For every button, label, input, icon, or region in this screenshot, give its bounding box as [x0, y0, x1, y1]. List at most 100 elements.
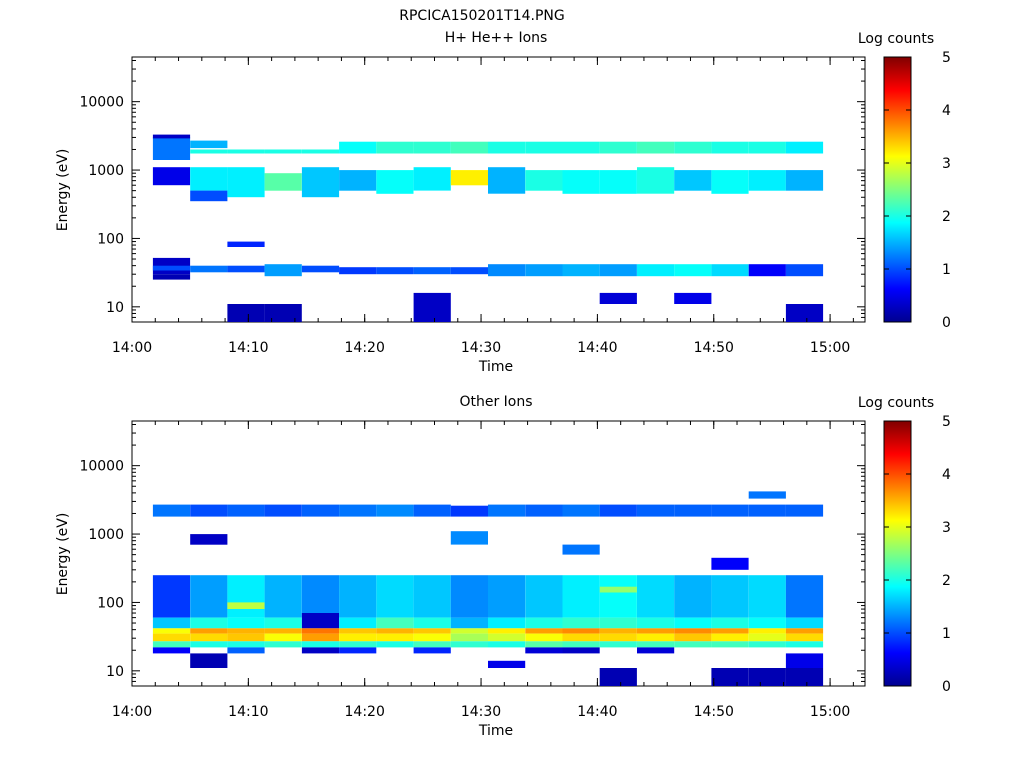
heatmap-cell: [748, 617, 786, 629]
heatmap-cell: [785, 264, 824, 277]
heatmap-cell: [190, 617, 228, 629]
heatmap-cell: [339, 628, 377, 634]
heatmap-cell: [525, 617, 563, 629]
heatmap-cell: [339, 647, 377, 654]
heatmap-cell: [450, 170, 488, 186]
heatmap-cell: [450, 575, 488, 618]
heatmap-cell: [190, 149, 228, 154]
heatmap-cell: [674, 141, 712, 154]
heatmap-cell: [413, 141, 451, 154]
colorbar-tick-label: 2: [942, 573, 951, 589]
heatmap-cell: [413, 504, 451, 517]
heatmap-cell: [339, 617, 377, 629]
panel-2-colorbar-ticks: 0 1 2 3 4 5: [884, 414, 951, 695]
heatmap-cell: [190, 265, 228, 273]
heatmap-cell: [637, 633, 675, 642]
heatmap-cell: [562, 141, 600, 154]
heatmap-cell: [376, 617, 414, 629]
heatmap-cell: [562, 264, 600, 277]
heatmap-cell: [227, 504, 265, 517]
x-tick-label: 14:30: [461, 340, 501, 356]
x-tick-label: 14:20: [345, 340, 385, 356]
heatmap-cell: [450, 505, 488, 517]
heatmap-cell: [190, 167, 228, 191]
x-tick-label: 14:20: [345, 704, 385, 720]
heatmap-cell: [301, 613, 340, 629]
heatmap-cell: [152, 137, 191, 160]
heatmap-cell: [152, 617, 191, 629]
heatmap-cell: [488, 628, 526, 634]
heatmap-cell: [599, 628, 637, 634]
heatmap-cell: [450, 628, 488, 634]
heatmap-cell: [785, 641, 824, 648]
heatmap-cell: [785, 504, 824, 517]
panel-2-title: Other Ions: [459, 394, 532, 410]
y-tick-label: 10000: [79, 459, 124, 475]
panel-1-y-axis-label: Energy (eV): [55, 149, 71, 232]
heatmap-cell: [450, 641, 488, 648]
heatmap-cell: [376, 141, 414, 154]
heatmap-cell: [525, 504, 563, 517]
heatmap-cell: [264, 504, 302, 517]
heatmap-cell: [525, 633, 563, 642]
heatmap-cell: [190, 653, 228, 668]
heatmap-cell: [227, 641, 265, 648]
heatmap-cell: [562, 628, 600, 634]
heatmap-cell: [711, 557, 749, 570]
colorbar-tick-label: 0: [942, 315, 951, 331]
heatmap-cell: [599, 586, 637, 593]
heatmap-cell: [525, 170, 563, 191]
y-tick-label: 10: [106, 664, 124, 680]
heatmap-cell: [748, 575, 786, 618]
heatmap-cell: [562, 504, 600, 517]
heatmap-cell: [227, 633, 265, 642]
colorbar-tick-label: 4: [942, 103, 951, 119]
heatmap-cell: [264, 617, 302, 629]
heatmap-cell: [264, 633, 302, 642]
panel-1-colorbar-label: Log counts: [858, 31, 934, 47]
heatmap-cell: [488, 641, 526, 648]
heatmap-cell: [450, 617, 488, 629]
heatmap-cell: [301, 167, 340, 198]
heatmap-cell: [599, 170, 637, 194]
heatmap-cell: [525, 141, 563, 154]
heatmap-cell: [599, 575, 637, 618]
heatmap-cell: [152, 274, 191, 280]
colorbar-tick-label: 3: [942, 520, 951, 536]
heatmap-cell: [413, 267, 451, 275]
panel-h-he-ions: H+ He++ Ions 14:00 14:10 14:20 14:30 14:40 14…: [55, 30, 951, 375]
panel-2-y-axis-label: Energy (eV): [55, 513, 71, 596]
heatmap-cell: [599, 633, 637, 642]
heatmap-cell: [190, 534, 228, 545]
heatmap-cell: [450, 531, 488, 545]
heatmap-cell: [637, 647, 675, 654]
heatmap-cell: [339, 170, 377, 191]
x-tick-label: 14:00: [112, 704, 152, 720]
heatmap-cell: [711, 617, 749, 629]
colorbar-tick-label: 2: [942, 209, 951, 225]
heatmap-cell: [339, 575, 377, 618]
heatmap-cell: [711, 170, 749, 194]
heatmap-cell: [339, 641, 377, 648]
heatmap-cell: [190, 140, 228, 149]
heatmap-cell: [227, 304, 265, 322]
panel-1-title: H+ He++ Ions: [445, 30, 548, 46]
heatmap-cell: [413, 575, 451, 618]
x-tick-label: 14:10: [228, 704, 268, 720]
x-tick-label: 14:00: [112, 340, 152, 356]
heatmap-cell: [339, 267, 377, 275]
heatmap-cell: [711, 141, 749, 154]
heatmap-cell: [599, 292, 637, 304]
heatmap-cell: [152, 647, 191, 654]
heatmap-cell: [674, 628, 712, 634]
heatmap-cell: [488, 167, 526, 194]
heatmap-cell: [525, 575, 563, 618]
heatmap-cell: [748, 628, 786, 634]
heatmap-cell: [301, 633, 340, 642]
heatmap-cell: [785, 653, 824, 668]
colorbar-tick-label: 0: [942, 679, 951, 695]
heatmap-cell: [488, 264, 526, 277]
colorbar-tick-label: 4: [942, 467, 951, 483]
colorbar-tick-label: 5: [942, 414, 951, 430]
